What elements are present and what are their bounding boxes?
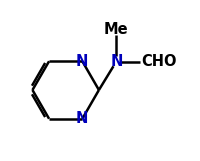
Text: N: N: [76, 54, 88, 69]
Text: N: N: [76, 111, 88, 126]
Text: N: N: [110, 54, 122, 69]
Text: CHO: CHO: [141, 54, 176, 69]
Text: Me: Me: [103, 22, 128, 37]
